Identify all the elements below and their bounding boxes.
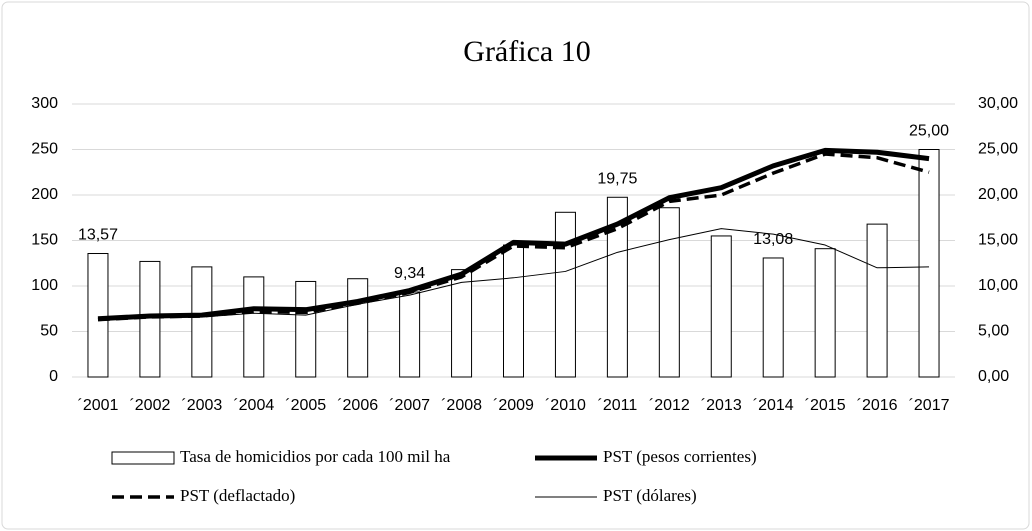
bar	[87, 253, 109, 378]
legend-label: PST (pesos corrientes)	[603, 447, 757, 466]
line-2	[97, 152, 930, 322]
bar	[762, 257, 784, 378]
bar	[503, 244, 524, 378]
legend-swatch	[111, 451, 175, 465]
x-tick-label: ´2001	[78, 397, 119, 414]
y-tick-label: 150	[31, 232, 58, 249]
y-tick-label: 100	[31, 277, 58, 294]
x-tick-label: ´2015	[805, 397, 846, 414]
y2-tick-label: 5,00	[978, 323, 1009, 340]
y2-tick-label: 30,00	[978, 95, 1018, 112]
y2-tick-label: 10,00	[978, 277, 1018, 294]
y2-tick-label: 20,00	[978, 186, 1018, 203]
bar	[554, 211, 576, 378]
legend-label: Tasa de homicidios por cada 100 mil ha	[180, 447, 451, 466]
x-tick-label: ´2013	[701, 397, 742, 414]
x-tick-label: ´2007	[389, 397, 430, 414]
y-tick-label: 50	[40, 323, 58, 340]
bar	[710, 235, 732, 378]
x-tick-label: ´2008	[441, 397, 482, 414]
x-tick-label: ´2006	[337, 397, 378, 414]
bar	[451, 269, 473, 378]
bar	[243, 276, 265, 378]
x-tick-label: ´2014	[753, 397, 794, 414]
y2-tick-label: 15,00	[978, 232, 1018, 249]
x-tick-label: ´2017	[909, 397, 950, 414]
y2-tick-label: 0,00	[978, 368, 1009, 385]
x-tick-label: ´2010	[545, 397, 586, 414]
x-tick-label: ´2009	[493, 397, 534, 414]
y-tick-label: 200	[31, 186, 58, 203]
bar	[139, 260, 161, 378]
line-3	[97, 228, 930, 319]
x-tick-label: ´2002	[129, 397, 170, 414]
y-tick-label: 300	[31, 95, 58, 112]
bar	[658, 207, 680, 378]
bar	[866, 223, 888, 378]
data-label: 25,00	[909, 123, 949, 140]
x-tick-label: ´2012	[649, 397, 690, 414]
data-label: 13,08	[753, 231, 793, 248]
line-1	[97, 147, 930, 322]
chart-title: Gráfica 10	[463, 35, 590, 68]
x-tick-label: ´2011	[598, 397, 638, 414]
x-tick-label: ´2003	[181, 397, 222, 414]
x-tick-label: ´2005	[285, 397, 326, 414]
data-label: 13,57	[78, 227, 118, 244]
x-tick-label: ´2004	[233, 397, 274, 414]
data-label: 9,34	[394, 265, 425, 282]
bar	[191, 266, 213, 378]
legend-label: PST (dólares)	[603, 486, 697, 505]
bar	[295, 280, 317, 378]
bar	[347, 278, 369, 378]
bar	[399, 291, 421, 378]
y-tick-label: 250	[31, 141, 58, 158]
bar	[814, 248, 836, 378]
bar	[918, 149, 940, 378]
legend-label: PST (deflactado)	[180, 486, 295, 505]
y2-tick-label: 25,00	[978, 141, 1018, 158]
bar	[606, 196, 628, 378]
y-tick-label: 0	[49, 368, 58, 385]
x-tick-label: ´2016	[857, 397, 898, 414]
data-label: 19,75	[597, 170, 637, 187]
